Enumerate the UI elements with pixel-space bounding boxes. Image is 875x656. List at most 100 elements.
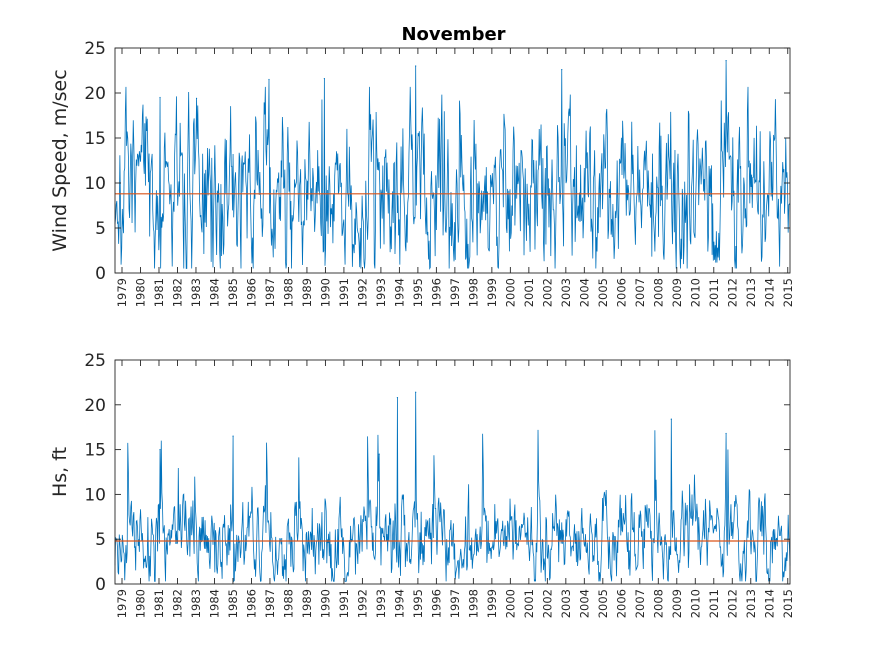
y-tick-label: 10 [84,485,106,505]
x-tick-label: 2011 [707,589,721,618]
x-tick-label: 1993 [374,589,388,618]
peak-point [725,432,727,435]
y-tick-label: 25 [84,351,106,371]
y-tick-label: 15 [84,441,106,461]
series-line [114,60,791,270]
x-tick-label: 2008 [651,278,665,307]
x-tick-label: 2005 [596,589,610,618]
x-tick-label: 2010 [688,278,702,307]
x-tick-label: 2007 [633,589,647,618]
x-tick-label: 1994 [392,589,406,618]
x-tick-label: 1995 [411,278,425,307]
peak-point [268,78,270,81]
x-tick-label: 1992 [355,278,369,307]
x-tick-label: 1992 [355,589,369,618]
x-tick-label: 2010 [688,589,702,618]
x-tick-label: 2013 [744,589,758,618]
x-tick-label: 2006 [614,278,628,307]
x-tick-label: 2013 [744,278,758,307]
x-tick-label: 1983 [189,589,203,618]
peak-point [725,60,727,62]
x-tick-label: 2008 [651,589,665,618]
x-tick-label: 1988 [281,589,295,618]
peak-point [323,78,325,80]
x-tick-label: 2006 [614,589,628,618]
x-tick-label: 2014 [762,589,776,618]
x-tick-label: 2007 [633,278,647,307]
y-tick-label: 5 [95,530,106,550]
x-tick-label: 2012 [725,278,739,307]
x-tick-label: 1990 [318,589,332,618]
y-tick-label: 25 [84,39,106,59]
x-tick-label: 2011 [707,278,721,307]
x-tick-label: 2012 [725,589,739,618]
peak-point [396,397,399,399]
y-tick-label: 0 [95,575,106,595]
y-tick-label: 20 [84,84,106,104]
x-tick-label: 1987 [263,278,277,307]
x-tick-label: 1979 [115,589,129,618]
peak-point [561,69,563,71]
x-tick-label: 1998 [466,278,480,307]
x-tick-label: 1997 [448,589,462,618]
x-tick-label: 2004 [577,278,591,307]
x-tick-label: 2000 [503,589,517,618]
x-tick-label: 1986 [244,278,258,307]
x-tick-label: 1987 [263,589,277,618]
peak-point [378,453,380,455]
x-tick-label: 1997 [448,278,462,307]
peak-point [415,391,417,393]
x-tick-label: 1981 [152,278,166,307]
x-tick-label: 1986 [244,589,258,618]
x-tick-label: 1979 [115,278,129,307]
x-tick-label: 2015 [781,278,795,307]
y-tick-label: 10 [84,174,106,194]
x-tick-label: 2001 [522,278,536,307]
x-tick-label: 1983 [189,278,203,307]
x-tick-label: 1999 [485,589,499,618]
x-tick-label: 2009 [670,589,684,618]
x-tick-label: 1984 [207,278,221,307]
x-tick-label: 1988 [281,278,295,307]
series-line [114,392,791,583]
x-tick-label: 1991 [337,589,351,618]
y-axis-label: Wind Speed, m/sec [49,69,71,251]
peak-point [232,435,234,437]
x-tick-label: 2005 [596,278,610,307]
x-tick-label: 1982 [170,278,184,307]
x-tick-label: 1981 [152,589,166,618]
x-tick-label: 2009 [670,278,684,307]
chart-title: November [401,24,505,45]
axes-frame [114,47,791,274]
x-tick-label: 1989 [300,278,314,307]
x-tick-label: 2004 [577,589,591,618]
x-tick-label: 1994 [392,278,406,307]
x-tick-label: 2003 [559,589,573,618]
x-tick-label: 1980 [133,589,147,618]
x-tick-label: 1982 [170,589,184,618]
x-tick-label: 1996 [429,589,443,618]
x-tick-label: 2000 [503,278,517,307]
y-tick-label: 15 [84,129,106,149]
x-tick-label: 1985 [226,589,240,618]
x-tick-label: 1990 [318,278,332,307]
x-tick-label: 1985 [226,278,240,307]
x-tick-label: 2002 [540,278,554,307]
wind-speed-panel: 0 5 10 15 20 25 1979 1980 1981 1982 1983 1984 1985 19… [49,24,795,307]
x-tick-label: 2001 [522,589,536,618]
y-tick-label: 20 [84,396,106,416]
x-tick-label: 1991 [337,278,351,307]
x-tick-label: 1993 [374,278,388,307]
x-tick-label: 2003 [559,278,573,307]
x-tick-label: 2002 [540,589,554,618]
x-tick-label: 1980 [133,278,147,307]
y-axis-label: Hs, ft [49,447,71,497]
y-tick-label: 0 [95,264,106,284]
peak-point [159,449,161,451]
x-tick-label: 1996 [429,278,443,307]
wave-height-panel: 0 5 10 15 20 25 1979 1980 1981 1982 1983 1984 1985 19… [49,351,795,618]
y-tick-label: 5 [95,219,106,239]
x-tick-label: 1999 [485,278,499,307]
peak-point [670,418,672,420]
